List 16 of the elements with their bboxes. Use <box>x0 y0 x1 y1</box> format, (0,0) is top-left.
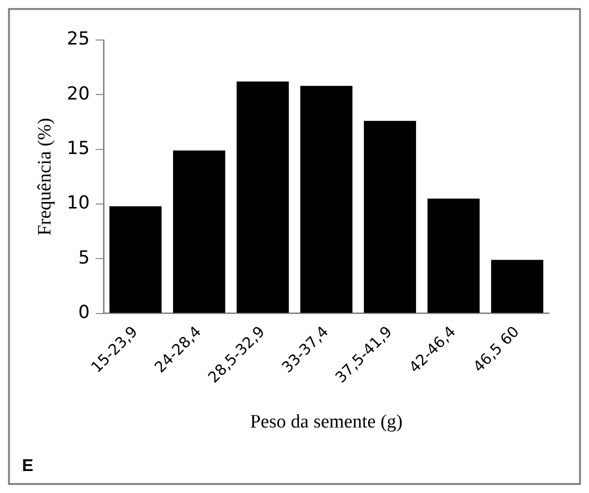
bar <box>428 198 480 313</box>
bar <box>300 86 352 313</box>
y-tick-label: 10 <box>66 192 90 214</box>
bar <box>491 260 544 313</box>
y-tick-label: 0 <box>78 302 90 324</box>
y-tick-label: 15 <box>66 138 90 160</box>
bar <box>173 150 226 313</box>
bar <box>236 82 289 313</box>
text: E <box>22 456 34 475</box>
x-axis-title: Peso da semente (g) <box>250 412 403 433</box>
y-tick-label: 25 <box>66 28 90 50</box>
y-axis-title: Frequência (%) <box>34 118 56 236</box>
y-tick-label: 5 <box>78 247 90 268</box>
y-tick-label: 20 <box>66 83 90 104</box>
bar <box>109 206 162 313</box>
bar <box>364 120 416 313</box>
